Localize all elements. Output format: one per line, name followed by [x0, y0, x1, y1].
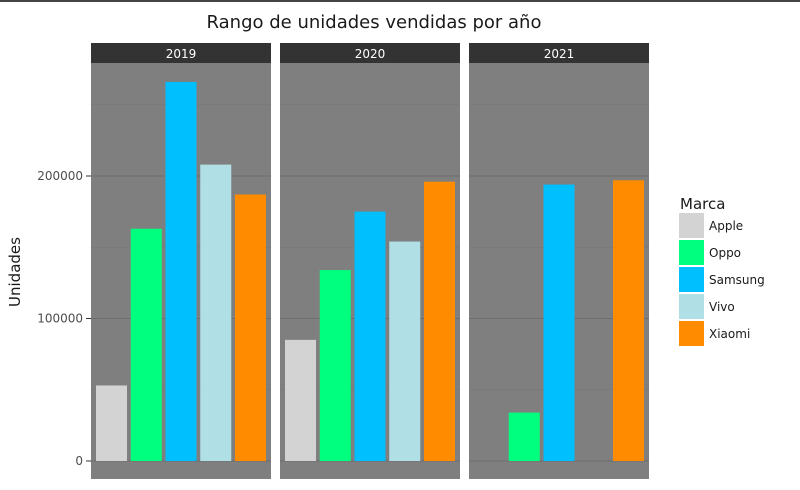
top-border — [0, 0, 800, 2]
legend-label-xiaomi: Xiaomi — [709, 327, 750, 341]
facet-strip — [280, 43, 460, 63]
bar-2020-samsung — [354, 211, 386, 461]
bar-2019-apple — [96, 385, 127, 461]
y-axis-label: Unidades — [6, 237, 24, 307]
legend-swatch-xiaomi — [679, 321, 704, 346]
legend-swatch-samsung — [679, 267, 704, 292]
y-axis: 0 100000 200000 — [37, 169, 91, 468]
bar-2021-xiaomi — [613, 180, 644, 461]
facet-strip — [469, 43, 649, 63]
legend-label-apple: Apple — [709, 219, 743, 233]
bar-2020-vivo — [389, 241, 421, 461]
facet-strip — [91, 43, 271, 63]
bar-2020-oppo — [319, 270, 351, 461]
bar-2019-xiaomi — [235, 194, 266, 461]
bar-2021-oppo — [508, 412, 540, 461]
legend-label-vivo: Vivo — [709, 300, 735, 314]
facet-panel-2019: 2019 — [91, 43, 271, 479]
legend-title: Marca — [680, 195, 725, 213]
legend: Marca Apple Oppo Samsung Vivo Xiaomi — [679, 195, 765, 346]
bar-2020-xiaomi — [424, 181, 455, 461]
legend-swatch-oppo — [679, 240, 704, 265]
y-tick-label: 200000 — [37, 169, 83, 183]
bar-2021-samsung — [543, 184, 575, 462]
legend-label-oppo: Oppo — [709, 246, 741, 260]
facet-strip-label: 2020 — [355, 47, 386, 61]
bar-2019-oppo — [130, 228, 162, 461]
facet-panel-2021: 2021 — [469, 43, 649, 479]
facet-panel-2020: 2020 — [280, 43, 460, 479]
legend-swatch-vivo — [679, 294, 704, 319]
y-tick-label: 0 — [75, 454, 83, 468]
legend-label-samsung: Samsung — [709, 273, 765, 287]
legend-swatch-apple — [679, 213, 704, 238]
bar-2019-vivo — [200, 164, 232, 461]
y-tick-label: 100000 — [37, 312, 83, 326]
facet-strip-label: 2021 — [544, 47, 575, 61]
chart-title: Rango de unidades vendidas por año — [207, 12, 542, 33]
bar-2020-apple — [285, 339, 316, 461]
facet-panels: 2019 2020 2021 — [91, 43, 649, 479]
facet-strip-label: 2019 — [166, 47, 197, 61]
bar-2019-samsung — [165, 81, 197, 461]
